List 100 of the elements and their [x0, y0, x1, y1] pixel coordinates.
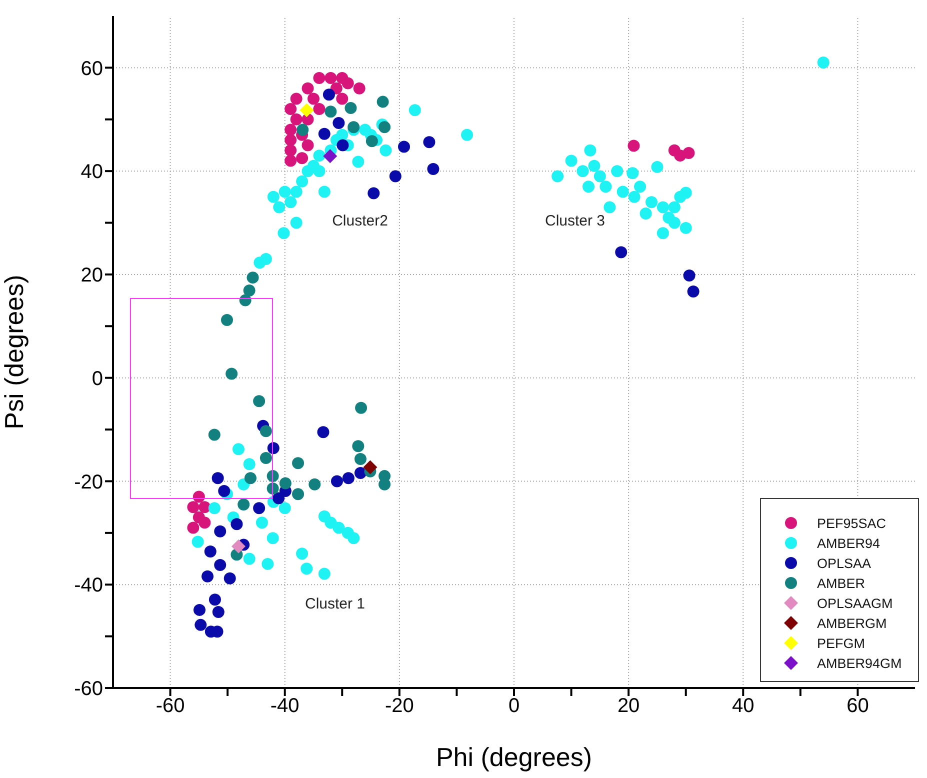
x-tick-label: -60 [156, 695, 185, 718]
y-tick-label: 20 [80, 264, 103, 287]
point [253, 395, 266, 408]
legend-label: AMBER94 [817, 536, 880, 550]
point [284, 103, 297, 116]
point [300, 103, 314, 118]
point [336, 92, 348, 105]
point [324, 72, 337, 84]
point [348, 121, 360, 134]
point [318, 128, 330, 140]
point [366, 135, 378, 148]
point [187, 501, 200, 514]
point [198, 516, 211, 529]
point [194, 604, 206, 616]
point [212, 472, 224, 484]
point [226, 368, 238, 380]
x-tick-label: 20 [617, 695, 640, 718]
point [279, 477, 292, 490]
point [423, 136, 436, 148]
point [187, 522, 200, 534]
point [208, 594, 221, 606]
y-tick-label: 0 [92, 368, 103, 390]
point [202, 570, 214, 582]
annotation: Cluster2 [332, 212, 388, 230]
point [330, 82, 342, 94]
point [296, 124, 309, 136]
point [292, 457, 304, 470]
point [313, 103, 326, 116]
point [284, 154, 297, 167]
x-axis-title: Phi (degrees) [436, 742, 592, 772]
point [344, 102, 357, 114]
point [376, 96, 389, 108]
point [244, 472, 256, 484]
point [323, 149, 338, 164]
point [284, 144, 297, 156]
point [352, 440, 364, 452]
point [243, 284, 256, 296]
point [427, 163, 440, 176]
point [194, 618, 207, 631]
legend-label: AMBERGM [817, 616, 887, 630]
point [208, 428, 220, 441]
annotation: Cluster 1 [304, 596, 366, 612]
legend-label: AMBER [817, 576, 866, 590]
point [292, 488, 304, 500]
annotation: Cluster 3 [544, 212, 606, 230]
point [308, 478, 321, 490]
point [224, 572, 236, 584]
point [238, 498, 250, 510]
x-tick-label: 0 [508, 695, 520, 718]
point [615, 246, 628, 258]
y-tick-label: 60 [80, 58, 103, 80]
point [192, 490, 205, 503]
point [260, 452, 272, 464]
point [389, 170, 402, 182]
point [368, 187, 380, 200]
point [296, 152, 308, 164]
point [353, 82, 366, 94]
point [308, 92, 320, 105]
y-tick-label: -40 [74, 574, 103, 597]
x-tick-label: -20 [384, 695, 414, 718]
y-axis-title: Psi (degrees) [0, 274, 30, 430]
point [332, 117, 345, 130]
legend-label: AMBER94GM [817, 656, 902, 670]
point [302, 82, 314, 94]
point [363, 460, 378, 474]
point [212, 606, 224, 618]
point [302, 139, 314, 152]
x-tick-label: 60 [846, 695, 869, 718]
point [324, 106, 337, 118]
point [246, 272, 259, 284]
point [336, 139, 349, 152]
point [260, 425, 272, 438]
point [290, 92, 302, 105]
point [317, 426, 330, 438]
point [342, 77, 354, 90]
point [330, 475, 343, 488]
point [230, 518, 243, 530]
point [214, 525, 226, 538]
point [218, 485, 230, 498]
point [398, 140, 410, 153]
point [355, 402, 368, 414]
point [628, 140, 640, 152]
y-tick-label: 40 [80, 161, 103, 184]
point [342, 472, 354, 484]
point [378, 121, 391, 134]
y-tick-label: -20 [74, 471, 103, 494]
point [683, 269, 696, 282]
point [354, 453, 366, 466]
x-tick-label: -40 [270, 695, 300, 718]
point [313, 72, 326, 84]
point [687, 286, 700, 298]
point [198, 501, 211, 514]
point [214, 558, 226, 571]
point [284, 134, 297, 146]
point [674, 150, 686, 162]
point [284, 124, 297, 136]
point [354, 466, 366, 479]
legend-label: OPLSAA [817, 556, 872, 570]
legend-label: PEF95SAC [817, 516, 886, 530]
x-tick-label: 40 [732, 695, 754, 718]
